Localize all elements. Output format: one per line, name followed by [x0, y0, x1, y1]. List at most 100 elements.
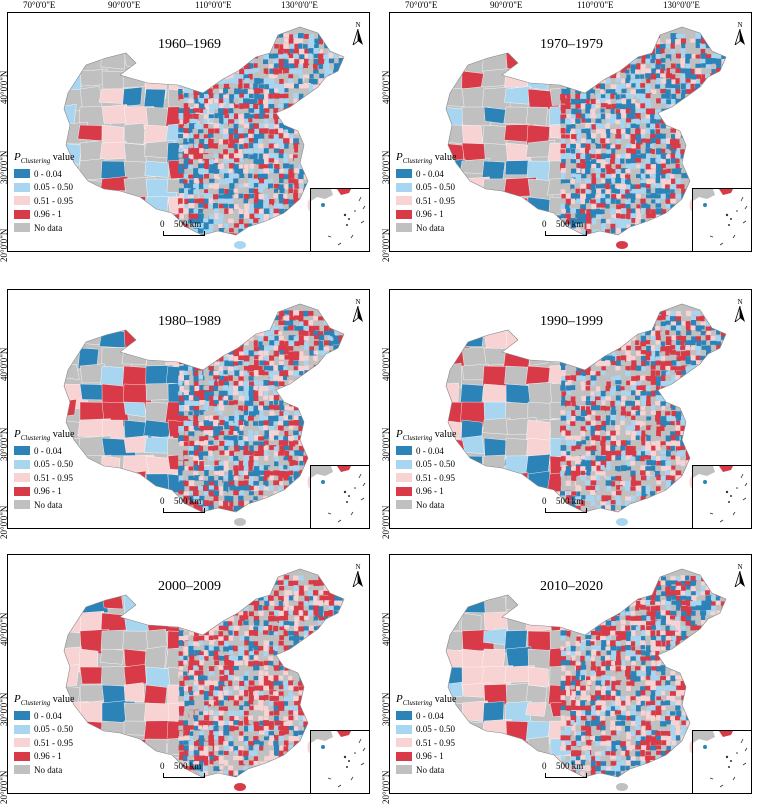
county-cell	[199, 93, 205, 101]
county-cell	[234, 138, 239, 143]
county-cell	[254, 355, 261, 360]
county-cell	[279, 78, 284, 85]
county-cell	[661, 209, 667, 214]
county-cell	[199, 395, 206, 402]
county-cell	[208, 143, 214, 149]
county-cell	[319, 376, 325, 384]
county-cell	[274, 430, 281, 436]
county-cell	[268, 93, 274, 101]
county-cell	[208, 365, 214, 373]
map-panel: 70°0'0"E 90°0'0"E 110°0'0"E 130°0'0"E 40°0'0…	[381, 0, 756, 262]
county-cell	[238, 109, 243, 115]
region-cell	[483, 106, 510, 125]
county-cell	[249, 159, 255, 166]
scale-km: 500 km	[556, 219, 584, 229]
county-cell	[685, 366, 692, 374]
county-cell	[283, 366, 288, 372]
county-cell	[655, 103, 660, 111]
county-cell	[615, 209, 622, 216]
county-cell	[248, 471, 255, 478]
county-cell	[615, 78, 621, 83]
county-cell	[283, 234, 289, 235]
county-cell	[645, 204, 651, 211]
county-cell	[615, 341, 621, 347]
county-cell	[650, 79, 657, 84]
county-cell	[213, 84, 219, 90]
county-cell	[199, 410, 206, 415]
region-cell	[461, 473, 492, 490]
county-cell	[298, 138, 305, 144]
county-cell	[620, 109, 627, 117]
county-cell	[324, 441, 330, 446]
county-cell	[259, 485, 266, 491]
county-cell	[254, 229, 261, 235]
county-cell	[630, 123, 637, 128]
county-cell	[278, 194, 284, 201]
county-cell	[591, 189, 599, 196]
county-cell	[576, 143, 584, 150]
county-cell	[263, 490, 268, 498]
county-cell	[625, 330, 632, 335]
county-cell	[224, 425, 230, 430]
county-cell	[194, 68, 200, 75]
county-cell	[183, 149, 189, 154]
county-cell	[586, 183, 593, 190]
county-cell	[650, 83, 656, 88]
county-cell	[710, 173, 715, 179]
county-cell	[590, 114, 597, 119]
county-cell	[263, 234, 269, 235]
county-cell	[666, 179, 672, 185]
county-cell	[675, 103, 682, 109]
county-cell	[640, 179, 646, 184]
county-cell	[269, 129, 275, 135]
county-cell	[243, 405, 249, 412]
county-cell	[343, 360, 344, 366]
county-cell	[283, 350, 289, 355]
county-cell	[610, 133, 618, 139]
county-cell	[213, 203, 218, 211]
county-cell	[620, 173, 627, 179]
county-cell	[561, 350, 568, 358]
county-cell	[329, 345, 335, 353]
county-cell	[690, 355, 698, 361]
county-cell	[234, 183, 241, 190]
county-cell	[565, 350, 572, 357]
county-cell	[304, 53, 310, 59]
county-cell	[695, 43, 700, 49]
county-cell	[323, 351, 330, 358]
county-cell	[179, 178, 186, 184]
county-cell	[264, 138, 271, 144]
county-cell	[715, 108, 723, 113]
county-cell	[308, 118, 315, 125]
scale-km: 500 km	[174, 219, 202, 229]
county-cell	[605, 194, 610, 200]
county-cell	[184, 88, 192, 94]
county-cell	[661, 148, 667, 154]
county-cell	[696, 49, 702, 55]
county-cell	[671, 163, 678, 168]
county-cell	[233, 129, 239, 135]
county-cell	[214, 486, 219, 491]
county-cell	[630, 365, 637, 372]
county-cell	[591, 340, 597, 348]
county-cell	[273, 139, 280, 144]
county-cell	[194, 63, 200, 69]
county-cell	[303, 395, 308, 402]
county-cell	[620, 355, 628, 362]
county-cell	[203, 88, 210, 96]
county-cell	[219, 93, 227, 99]
county-cell	[288, 425, 296, 430]
county-cell	[183, 173, 189, 179]
legend-label: No data	[34, 499, 63, 510]
county-cell	[234, 104, 239, 111]
county-cell	[243, 426, 249, 433]
county-cell	[616, 213, 621, 219]
scale-bar: 0 500 km	[540, 219, 600, 237]
county-cell	[274, 360, 280, 367]
county-cell	[665, 233, 673, 235]
county-cell	[700, 78, 707, 86]
county-cell	[248, 233, 256, 235]
county-cell	[214, 208, 220, 216]
county-cell	[580, 93, 586, 100]
county-cell	[213, 68, 221, 74]
